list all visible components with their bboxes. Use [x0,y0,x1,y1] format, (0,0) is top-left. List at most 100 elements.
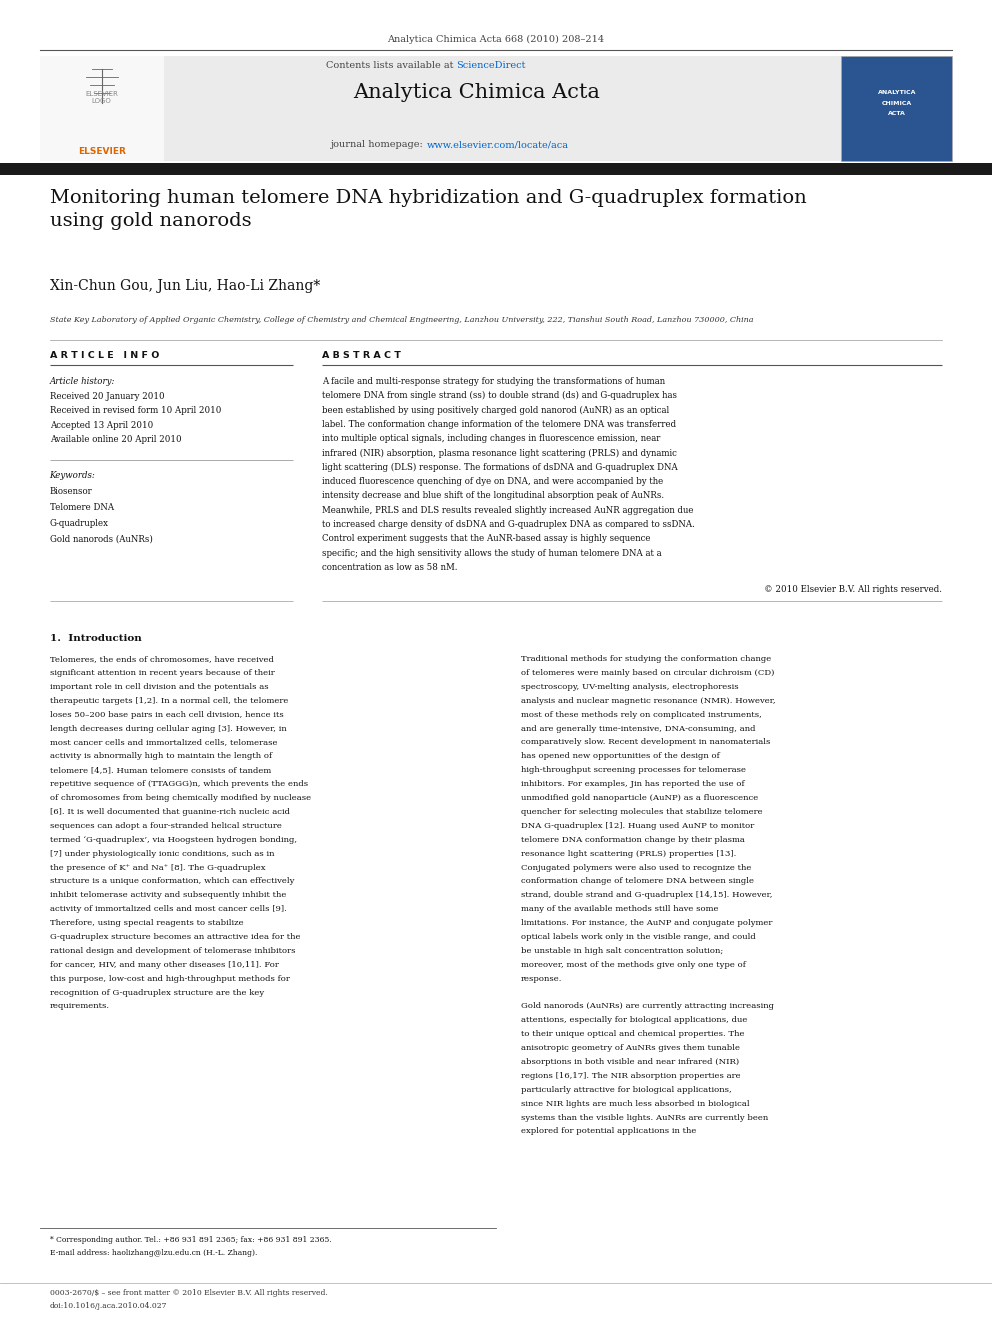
Text: Conjugated polymers were also used to recognize the: Conjugated polymers were also used to re… [521,864,751,872]
Text: resonance light scattering (PRLS) properties [13].: resonance light scattering (PRLS) proper… [521,849,736,857]
Text: optical labels work only in the visible range, and could: optical labels work only in the visible … [521,933,756,941]
Text: Biosensor: Biosensor [50,487,92,496]
Text: Traditional methods for studying the conformation change: Traditional methods for studying the con… [521,655,771,663]
Text: CHIMICA: CHIMICA [882,101,912,106]
Text: ANALYTICA: ANALYTICA [878,90,916,95]
Text: systems than the visible lights. AuNRs are currently been: systems than the visible lights. AuNRs a… [521,1114,768,1122]
Text: unmodified gold nanoparticle (AuNP) as a fluorescence: unmodified gold nanoparticle (AuNP) as a… [521,794,758,802]
Text: ACTA: ACTA [888,111,906,116]
Text: strand, double strand and G-quadruplex [14,15]. However,: strand, double strand and G-quadruplex [… [521,892,773,900]
Text: [7] under physiologically ionic conditions, such as in: [7] under physiologically ionic conditio… [50,849,274,857]
Text: Therefore, using special reagents to stabilize: Therefore, using special reagents to sta… [50,919,243,927]
Text: termed ‘G-quadruplex’, via Hoogsteen hydrogen bonding,: termed ‘G-quadruplex’, via Hoogsteen hyd… [50,836,297,844]
Text: structure is a unique conformation, which can effectively: structure is a unique conformation, whic… [50,877,294,885]
Text: explored for potential applications in the: explored for potential applications in t… [521,1127,696,1135]
Text: journal homepage:: journal homepage: [330,140,427,149]
Text: light scattering (DLS) response. The formations of dsDNA and G-quadruplex DNA: light scattering (DLS) response. The for… [322,463,679,472]
Text: E-mail address: haolizhang@lzu.edu.cn (H.-L. Zhang).: E-mail address: haolizhang@lzu.edu.cn (H… [50,1249,257,1257]
Text: recognition of G-quadruplex structure are the key: recognition of G-quadruplex structure ar… [50,988,264,996]
Text: attentions, especially for biological applications, due: attentions, especially for biological ap… [521,1016,747,1024]
Text: Telomere DNA: Telomere DNA [50,503,114,512]
Text: length decreases during cellular aging [3]. However, in: length decreases during cellular aging [… [50,725,287,733]
Text: 0003-2670/$ – see front matter © 2010 Elsevier B.V. All rights reserved.: 0003-2670/$ – see front matter © 2010 El… [50,1289,327,1297]
Text: regions [16,17]. The NIR absorption properties are: regions [16,17]. The NIR absorption prop… [521,1072,740,1080]
Text: Gold nanorods (AuNRs): Gold nanorods (AuNRs) [50,534,153,544]
Text: comparatively slow. Recent development in nanomaterials: comparatively slow. Recent development i… [521,738,770,746]
Text: activity of immortalized cells and most cancer cells [9].: activity of immortalized cells and most … [50,905,287,913]
Text: Received in revised form 10 April 2010: Received in revised form 10 April 2010 [50,406,221,415]
Text: response.: response. [521,975,562,983]
Text: conformation change of telomere DNA between single: conformation change of telomere DNA betw… [521,877,754,885]
Text: Analytica Chimica Acta: Analytica Chimica Acta [353,83,599,102]
Text: requirements.: requirements. [50,1003,110,1011]
Text: Analytica Chimica Acta 668 (2010) 208–214: Analytica Chimica Acta 668 (2010) 208–21… [388,34,604,44]
Text: G-quadruplex: G-quadruplex [50,519,108,528]
Text: ELSEVIER
LOGO: ELSEVIER LOGO [85,91,118,105]
Text: G-quadruplex structure becomes an attractive idea for the: G-quadruplex structure becomes an attrac… [50,933,301,941]
Text: concentration as low as 58 nM.: concentration as low as 58 nM. [322,562,458,572]
Text: be unstable in high salt concentration solution;: be unstable in high salt concentration s… [521,947,723,955]
Text: Gold nanorods (AuNRs) are currently attracting increasing: Gold nanorods (AuNRs) are currently attr… [521,1003,774,1011]
Bar [40,56,952,161]
Text: Keywords:: Keywords: [50,471,95,480]
Text: State Key Laboratory of Applied Organic Chemistry, College of Chemistry and Chem: State Key Laboratory of Applied Organic … [50,316,753,324]
Text: for cancer, HIV, and many other diseases [10,11]. For: for cancer, HIV, and many other diseases… [50,960,279,968]
Text: this purpose, low-cost and high-throughput methods for: this purpose, low-cost and high-throughp… [50,975,290,983]
Text: since NIR lights are much less absorbed in biological: since NIR lights are much less absorbed … [521,1099,749,1107]
Text: been established by using positively charged gold nanorod (AuNR) as an optical: been established by using positively cha… [322,406,670,414]
Text: A B S T R A C T: A B S T R A C T [322,351,402,360]
Text: Contents lists available at: Contents lists available at [325,61,456,70]
Text: to increased charge density of dsDNA and G-quadruplex DNA as compared to ssDNA.: to increased charge density of dsDNA and… [322,520,695,529]
Text: activity is abnormally high to maintain the length of: activity is abnormally high to maintain … [50,753,272,761]
Text: to their unique optical and chemical properties. The: to their unique optical and chemical pro… [521,1031,744,1039]
Text: telomere DNA conformation change by their plasma: telomere DNA conformation change by thei… [521,836,745,844]
Text: of telomeres were mainly based on circular dichroism (CD): of telomeres were mainly based on circul… [521,669,775,677]
Text: ScienceDirect: ScienceDirect [456,61,526,70]
Bar [841,56,952,161]
Text: Received 20 January 2010: Received 20 January 2010 [50,392,165,401]
Text: * Corresponding author. Tel.: +86 931 891 2365; fax: +86 931 891 2365.: * Corresponding author. Tel.: +86 931 89… [50,1236,331,1244]
Text: induced fluorescence quenching of dye on DNA, and were accompanied by the: induced fluorescence quenching of dye on… [322,478,664,486]
Bar [40,56,164,161]
Text: inhibitors. For examples, Jin has reported the use of: inhibitors. For examples, Jin has report… [521,781,744,789]
Text: most cancer cells and immortalized cells, telomerase: most cancer cells and immortalized cells… [50,738,277,746]
Text: and are generally time-intensive, DNA-consuming, and: and are generally time-intensive, DNA-co… [521,725,755,733]
Text: ELSEVIER: ELSEVIER [77,147,126,156]
Text: spectroscopy, UV-melting analysis, electrophoresis: spectroscopy, UV-melting analysis, elect… [521,683,738,691]
Text: telomere DNA from single strand (ss) to double strand (ds) and G-quadruplex has: telomere DNA from single strand (ss) to … [322,392,678,401]
Text: repetitive sequence of (TTAGGG)n, which prevents the ends: repetitive sequence of (TTAGGG)n, which … [50,781,308,789]
Bar [0,163,992,175]
Text: limitations. For instance, the AuNP and conjugate polymer: limitations. For instance, the AuNP and … [521,919,772,927]
Text: Article history:: Article history: [50,377,115,386]
Text: rational design and development of telomerase inhibitors: rational design and development of telom… [50,947,295,955]
Text: label. The conformation change information of the telomere DNA was transferred: label. The conformation change informati… [322,419,677,429]
Text: most of these methods rely on complicated instruments,: most of these methods rely on complicate… [521,710,762,718]
Text: intensity decrease and blue shift of the longitudinal absorption peak of AuNRs.: intensity decrease and blue shift of the… [322,491,665,500]
Text: absorptions in both visible and near infrared (NIR): absorptions in both visible and near inf… [521,1058,739,1066]
Text: Control experiment suggests that the AuNR-based assay is highly sequence: Control experiment suggests that the AuN… [322,534,651,544]
Text: Meanwhile, PRLS and DLS results revealed slightly increased AuNR aggregation due: Meanwhile, PRLS and DLS results revealed… [322,505,693,515]
Text: specific; and the high sensitivity allows the study of human telomere DNA at a: specific; and the high sensitivity allow… [322,549,662,557]
Text: quencher for selecting molecules that stabilize telomere: quencher for selecting molecules that st… [521,808,763,816]
Text: into multiple optical signals, including changes in fluorescence emission, near: into multiple optical signals, including… [322,434,661,443]
Text: DNA G-quadruplex [12]. Huang used AuNP to monitor: DNA G-quadruplex [12]. Huang used AuNP t… [521,822,754,830]
Text: A R T I C L E   I N F O: A R T I C L E I N F O [50,351,159,360]
Text: significant attention in recent years because of their: significant attention in recent years be… [50,669,275,677]
Text: doi:10.1016/j.aca.2010.04.027: doi:10.1016/j.aca.2010.04.027 [50,1302,167,1310]
Text: anisotropic geometry of AuNRs gives them tunable: anisotropic geometry of AuNRs gives them… [521,1044,740,1052]
Text: © 2010 Elsevier B.V. All rights reserved.: © 2010 Elsevier B.V. All rights reserved… [765,585,942,594]
Text: Available online 20 April 2010: Available online 20 April 2010 [50,435,182,445]
Text: of chromosomes from being chemically modified by nuclease: of chromosomes from being chemically mod… [50,794,310,802]
Text: the presence of K⁺ and Na⁺ [8]. The G-quadruplex: the presence of K⁺ and Na⁺ [8]. The G-qu… [50,864,265,872]
Text: therapeutic targets [1,2]. In a normal cell, the telomere: therapeutic targets [1,2]. In a normal c… [50,697,288,705]
Text: [6]. It is well documented that guanine-rich nucleic acid: [6]. It is well documented that guanine-… [50,808,290,816]
Text: moreover, most of the methods give only one type of: moreover, most of the methods give only … [521,960,746,968]
Text: Xin-Chun Gou, Jun Liu, Hao-Li Zhang*: Xin-Chun Gou, Jun Liu, Hao-Li Zhang* [50,279,319,294]
Text: Monitoring human telomere DNA hybridization and G-quadruplex formation
using gol: Monitoring human telomere DNA hybridizat… [50,189,806,230]
Text: important role in cell division and the potentials as: important role in cell division and the … [50,683,268,691]
Text: infrared (NIR) absorption, plasma resonance light scattering (PRLS) and dynamic: infrared (NIR) absorption, plasma resona… [322,448,678,458]
Text: Telomeres, the ends of chromosomes, have received: Telomeres, the ends of chromosomes, have… [50,655,274,663]
Text: inhibit telomerase activity and subsequently inhibit the: inhibit telomerase activity and subseque… [50,892,286,900]
Text: particularly attractive for biological applications,: particularly attractive for biological a… [521,1086,731,1094]
Text: sequences can adopt a four-stranded helical structure: sequences can adopt a four-stranded heli… [50,822,282,830]
